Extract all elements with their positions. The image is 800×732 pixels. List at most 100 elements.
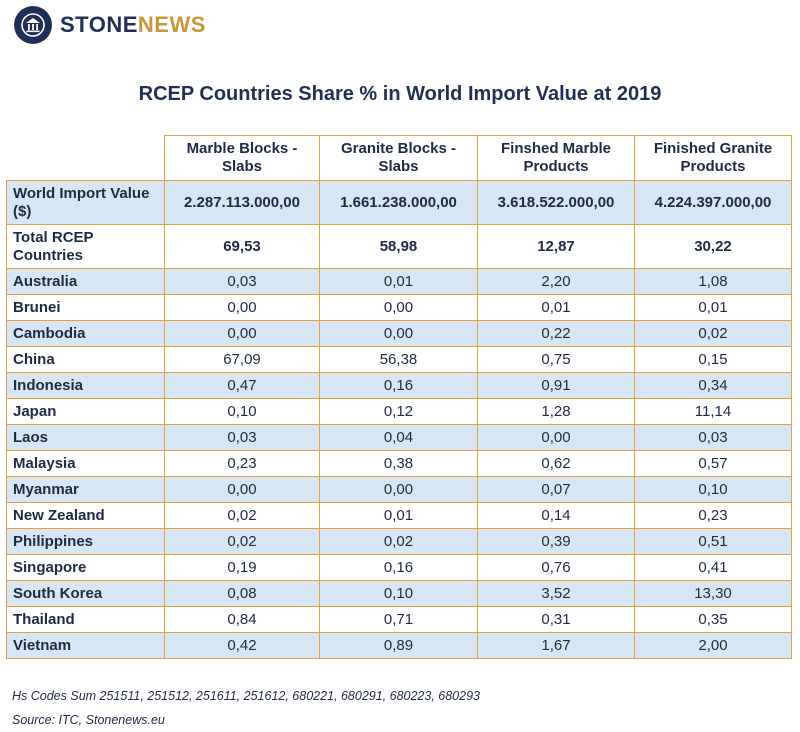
table-cell: 0,16 [319, 372, 478, 399]
table-cell: 0,00 [164, 294, 320, 321]
brand-logo: STONENEWS [14, 6, 206, 44]
table-cell: 0,39 [477, 528, 635, 555]
table-cell: 13,30 [634, 580, 792, 607]
column-header: Finshed Marble Products [477, 135, 635, 181]
row-label: Myanmar [6, 476, 165, 503]
table-row: South Korea 0,08 0,10 3,52 13,30 [6, 580, 792, 607]
table-cell: 0,42 [164, 632, 320, 659]
row-label: Total RCEP Countries [6, 224, 165, 269]
table-cell: 56,38 [319, 346, 478, 373]
table-row: World Import Value ($) 2.287.113.000,00 1.… [6, 180, 792, 225]
table-cell: 0,75 [477, 346, 635, 373]
column-header: Granite Blocks - Slabs [319, 135, 478, 181]
table-cell: 0,57 [634, 450, 792, 477]
table-cell: 2,20 [477, 268, 635, 295]
table-cell: 0,89 [319, 632, 478, 659]
table-cell: 1,28 [477, 398, 635, 425]
table-cell: 11,14 [634, 398, 792, 425]
table-row: Philippines 0,02 0,02 0,39 0,51 [6, 528, 792, 555]
table-cell: 0,31 [477, 606, 635, 633]
table-cell: 1,67 [477, 632, 635, 659]
table-cell: 58,98 [319, 224, 478, 269]
table-cell: 0,00 [477, 424, 635, 451]
row-label: Cambodia [6, 320, 165, 347]
table-cell: 0,02 [634, 320, 792, 347]
row-label: Indonesia [6, 372, 165, 399]
corner-cell [6, 135, 165, 181]
table-cell: 0,76 [477, 554, 635, 581]
table-row: Laos 0,03 0,04 0,00 0,03 [6, 424, 792, 451]
table-cell: 0,10 [319, 580, 478, 607]
table-cell: 4.224.397.000,00 [634, 180, 792, 225]
brand-name-part2: NEWS [137, 12, 206, 37]
table-cell: 0,23 [164, 450, 320, 477]
chart-title: RCEP Countries Share % in World Import V… [138, 83, 662, 105]
table-cell: 0,14 [477, 502, 635, 529]
source-note: Source: ITC, Stonenews.eu [12, 713, 165, 727]
table-cell: 0,02 [164, 502, 320, 529]
table-cell: 3.618.522.000,00 [477, 180, 635, 225]
table-row: New Zealand 0,02 0,01 0,14 0,23 [6, 502, 792, 529]
row-label: Thailand [6, 606, 165, 633]
row-label: Japan [6, 398, 165, 425]
table-cell: 0,41 [634, 554, 792, 581]
row-label: China [6, 346, 165, 373]
column-header: Finished Granite Products [634, 135, 792, 181]
row-label: Vietnam [6, 632, 165, 659]
table-cell: 0,00 [319, 294, 478, 321]
table-cell: 0,71 [319, 606, 478, 633]
row-label: New Zealand [6, 502, 165, 529]
table-row: Thailand 0,84 0,71 0,31 0,35 [6, 606, 792, 633]
row-label: Brunei [6, 294, 165, 321]
table-cell: 30,22 [634, 224, 792, 269]
table-cell: 0,35 [634, 606, 792, 633]
table-cell: 0,00 [319, 476, 478, 503]
table-cell: 3,52 [477, 580, 635, 607]
table-cell: 0,51 [634, 528, 792, 555]
table-cell: 0,07 [477, 476, 635, 503]
table-cell: 0,38 [319, 450, 478, 477]
row-label: Malaysia [6, 450, 165, 477]
table-cell: 2.287.113.000,00 [164, 180, 320, 225]
hs-codes-note: Hs Codes Sum 251511, 251512, 251611, 251… [12, 689, 480, 703]
table-cell: 0,22 [477, 320, 635, 347]
table-row: Japan 0,10 0,12 1,28 11,14 [6, 398, 792, 425]
table-cell: 12,87 [477, 224, 635, 269]
table-row: Cambodia 0,00 0,00 0,22 0,02 [6, 320, 792, 347]
table-cell: 0,12 [319, 398, 478, 425]
table-cell: 0,08 [164, 580, 320, 607]
table-row: Indonesia 0,47 0,16 0,91 0,34 [6, 372, 792, 399]
table-cell: 0,84 [164, 606, 320, 633]
table-cell: 0,10 [164, 398, 320, 425]
table-cell: 0,02 [164, 528, 320, 555]
table-cell: 0,03 [634, 424, 792, 451]
temple-icon [14, 6, 52, 44]
table-cell: 69,53 [164, 224, 320, 269]
table-cell: 0,91 [477, 372, 635, 399]
data-table: Marble Blocks - Slabs Granite Blocks - S… [6, 135, 792, 659]
table-cell: 1.661.238.000,00 [319, 180, 478, 225]
table-cell: 2,00 [634, 632, 792, 659]
table-body: World Import Value ($) 2.287.113.000,00 1.… [6, 180, 792, 659]
table-row: Singapore 0,19 0,16 0,76 0,41 [6, 554, 792, 581]
table-row: Brunei 0,00 0,00 0,01 0,01 [6, 294, 792, 321]
table-cell: 0,01 [319, 268, 478, 295]
row-label: Laos [6, 424, 165, 451]
brand-name-part1: STONE [60, 12, 138, 37]
row-label: Australia [6, 268, 165, 295]
row-label: South Korea [6, 580, 165, 607]
row-label: Philippines [6, 528, 165, 555]
table-cell: 0,16 [319, 554, 478, 581]
table-cell: 0,62 [477, 450, 635, 477]
table-row: China 67,09 56,38 0,75 0,15 [6, 346, 792, 373]
table-row: Total RCEP Countries 69,53 58,98 12,87 30,22 [6, 224, 792, 269]
table-row: Vietnam 0,42 0,89 1,67 2,00 [6, 632, 792, 659]
table-cell: 0,01 [477, 294, 635, 321]
table-cell: 0,00 [164, 476, 320, 503]
table-cell: 0,01 [634, 294, 792, 321]
table-row: Malaysia 0,23 0,38 0,62 0,57 [6, 450, 792, 477]
table-cell: 0,03 [164, 424, 320, 451]
table-cell: 0,10 [634, 476, 792, 503]
row-label: Singapore [6, 554, 165, 581]
table-cell: 67,09 [164, 346, 320, 373]
